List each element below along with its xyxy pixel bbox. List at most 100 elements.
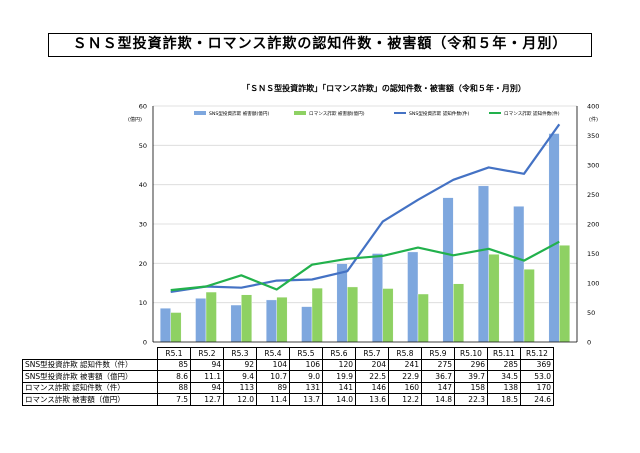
legend-swatch [294, 111, 306, 115]
table-cell: 11.1 [190, 370, 224, 383]
table-cell: 120 [322, 358, 356, 371]
romance-damage-bar [205, 291, 217, 343]
table-cell: 147 [421, 381, 455, 394]
table-header-row: R5.1 R5.2 R5.3 R5.4 R5.5 R5.6 R5.7 R5.8 R5.9 R5.1… [23, 347, 554, 360]
sns-damage-bar [477, 185, 489, 343]
table-cell: 170 [520, 381, 554, 394]
table-cell: 146 [355, 381, 389, 394]
left-tick-label: 10 [139, 299, 147, 307]
sns-damage-bar [407, 251, 419, 343]
table-cell: 10.7 [256, 370, 290, 383]
table-row: SNS型投資詐欺 被害額（億円） 8.6 11.1 9.4 10.7 9.0 19.9 22.… [22, 370, 554, 383]
right-tick-label: 400 [587, 103, 599, 111]
table-cell: 241 [388, 358, 422, 371]
table-cell: 22.5 [355, 370, 389, 383]
table-column-header: R5.12 [520, 347, 554, 360]
table-column-header: R5.1 [157, 347, 191, 360]
table-cell: 138 [487, 381, 521, 394]
romance-damage-bar [417, 293, 429, 343]
legend-swatch [194, 111, 206, 115]
romance-damage-bar [488, 254, 500, 343]
table-cell: 13.7 [289, 393, 323, 406]
sns-count-line [170, 123, 561, 293]
page-title: ＳＮＳ型投資詐欺・ロマンス詐欺の認知件数・被害額（令和５年・月別） [48, 33, 592, 57]
table-cell: 9.4 [223, 370, 257, 383]
right-tick-label: 350 [587, 132, 599, 140]
left-axis-unit: (億円) [128, 116, 142, 123]
right-tick-label: 50 [587, 309, 595, 317]
table-cell: 13.6 [355, 393, 389, 406]
table-cell: 369 [520, 358, 554, 371]
right-tick-label: 300 [587, 162, 599, 170]
table-column-header: R5.4 [256, 347, 290, 360]
table-cell: 141 [322, 381, 356, 394]
romance-damage-bar [347, 286, 359, 343]
table-row-label: ロマンス詐欺 被害額（億円） [22, 393, 158, 406]
table-cell: 85 [157, 358, 191, 371]
table-column-header: R5.8 [388, 347, 422, 360]
table-cell: 14.0 [322, 393, 356, 406]
table-cell: 34.5 [487, 370, 521, 383]
table-cell: 53.0 [520, 370, 554, 383]
table-cell: 89 [256, 381, 290, 394]
left-tick-label: 0 [143, 339, 147, 347]
romance-damage-bar [523, 269, 535, 343]
table-row-label: SNS型投資詐欺 認知件数（件） [22, 358, 158, 371]
table-row: ロマンス詐欺 認知件数（件） 88 94 113 89 131 141 146 160 147 15… [22, 381, 554, 394]
sns-damage-bar [513, 206, 525, 343]
table-cell: 113 [223, 381, 257, 394]
right-tick-label: 0 [587, 339, 591, 347]
romance-damage-bar [382, 288, 394, 343]
table-cell: 131 [289, 381, 323, 394]
table-cell: 275 [421, 358, 455, 371]
table-cell: 296 [454, 358, 488, 371]
legend-label: ロマンス詐欺 認知件数(件) [504, 110, 560, 117]
legend-label: ロマンス詐欺 被害額(億円) [309, 110, 365, 117]
left-tick-label: 30 [139, 221, 147, 229]
sns-damage-bar [265, 299, 277, 343]
table-cell: 9.0 [289, 370, 323, 383]
table-column-header: R5.11 [487, 347, 521, 360]
chart-title: 「ＳＮＳ型投資詐欺」「ロマンス詐欺」の認知件数・被害額（令和５年・月別） [242, 83, 526, 93]
right-tick-label: 200 [587, 221, 599, 229]
table-cell: 92 [223, 358, 257, 371]
table-cell: 94 [190, 381, 224, 394]
sns-damage-bar [336, 263, 348, 343]
right-tick-label: 100 [587, 280, 599, 288]
right-tick-label: 150 [587, 250, 599, 258]
table-cell: 158 [454, 381, 488, 394]
sns-damage-bar [301, 306, 313, 343]
romance-damage-bar [170, 312, 182, 343]
left-tick-label: 50 [139, 142, 147, 150]
table-cell: 7.5 [157, 393, 191, 406]
table-row: ロマンス詐欺 被害額（億円） 7.5 12.7 12.0 11.4 13.7 14.0 13.… [22, 393, 554, 406]
left-tick-label: 40 [139, 181, 147, 189]
romance-count-line [170, 240, 560, 292]
right-tick-label: 250 [587, 191, 599, 199]
table-column-header: R5.9 [421, 347, 455, 360]
legend-label: SNS型投資詐欺 認知件数(件) [409, 110, 469, 117]
table-cell: 160 [388, 381, 422, 394]
romance-damage-bar [311, 287, 323, 343]
sns-damage-bar [159, 307, 171, 343]
sns-damage-bar [548, 133, 560, 343]
table-cell: 12.7 [190, 393, 224, 406]
sns-damage-bar [195, 298, 207, 343]
left-tick-label: 60 [139, 103, 147, 111]
table-column-header: R5.10 [454, 347, 488, 360]
table-cell: 14.8 [421, 393, 455, 406]
table-row: SNS型投資詐欺 認知件数（件） 85 94 92 104 106 120 204 241 275… [22, 358, 554, 371]
romance-damage-bar [453, 283, 465, 343]
table-cell: 18.5 [487, 393, 521, 406]
table-cell: 106 [289, 358, 323, 371]
table-cell: 19.9 [322, 370, 356, 383]
table-cell: 22.3 [454, 393, 488, 406]
table-cell: 104 [256, 358, 290, 371]
table-cell: 24.6 [520, 393, 554, 406]
romance-damage-bar [559, 245, 571, 343]
table-row-label: SNS型投資詐欺 被害額（億円） [22, 370, 158, 383]
table-column-header: R5.3 [223, 347, 257, 360]
sns-damage-bar [442, 197, 454, 343]
table-cell: 204 [355, 358, 389, 371]
